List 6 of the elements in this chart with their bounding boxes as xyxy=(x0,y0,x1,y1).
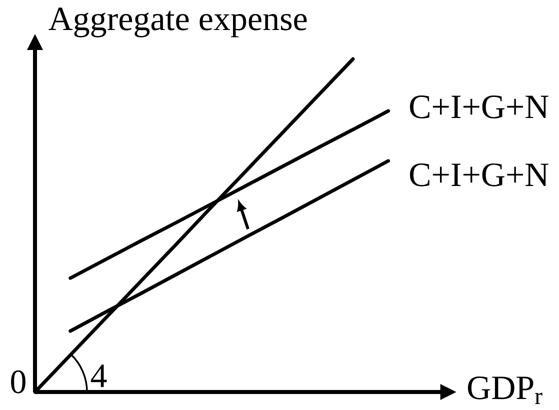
x-axis-title: GDP$_{r}$ xyxy=(468,376,542,404)
y-axis-title: Aggregate expense xyxy=(48,8,307,38)
series-label: C+I+G+N xyxy=(410,96,548,118)
annotation: 4 xyxy=(90,364,107,387)
text: 0 xyxy=(11,370,26,394)
series-label: C+I+G+N xyxy=(410,163,548,186)
